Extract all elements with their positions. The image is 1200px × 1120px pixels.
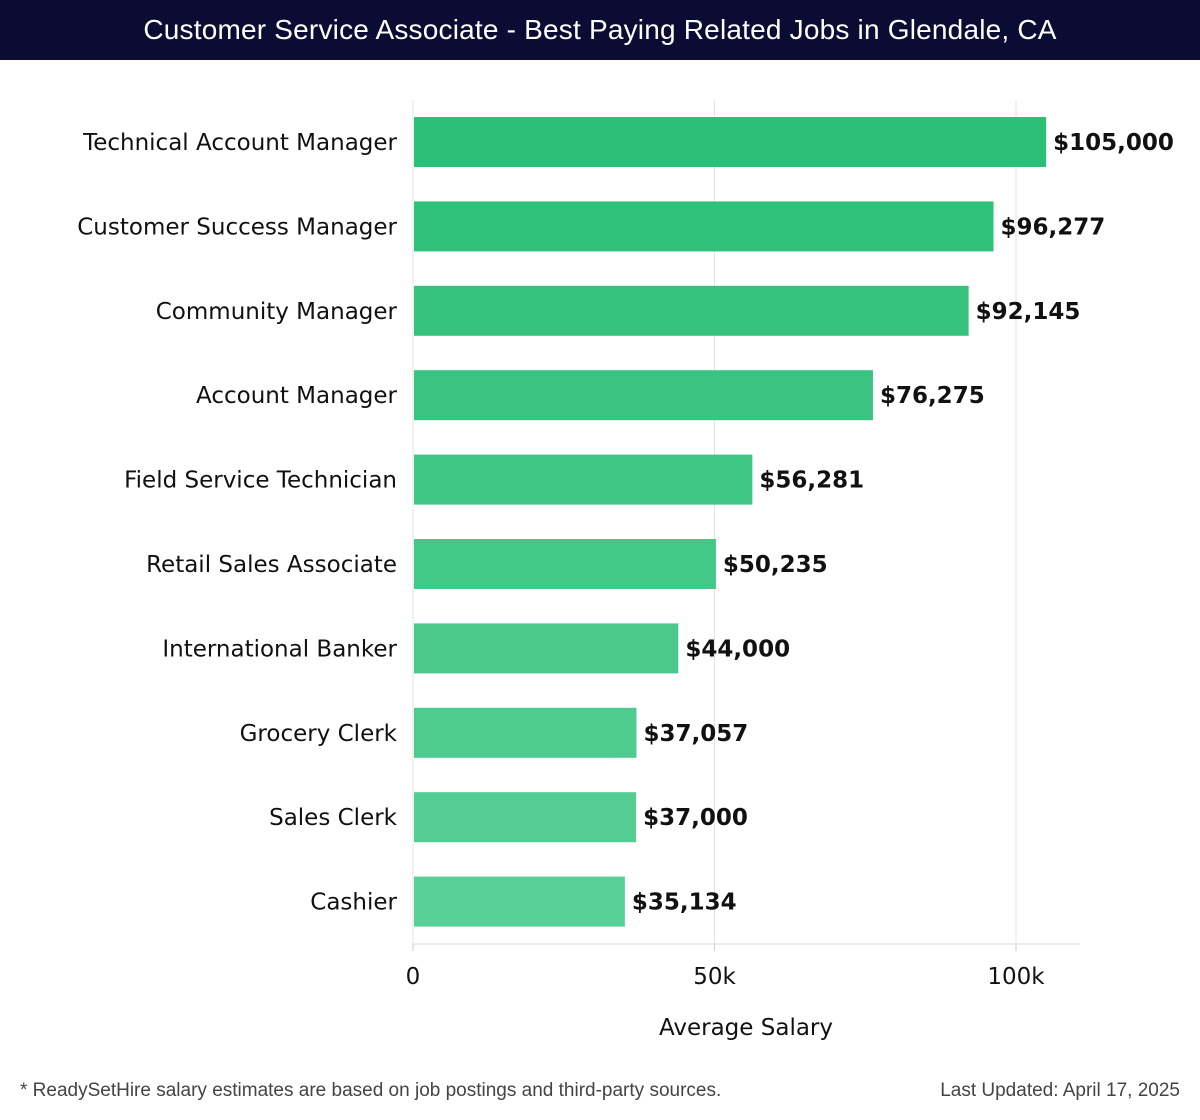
last-updated: Last Updated: April 17, 2025 bbox=[940, 1080, 1180, 1101]
category-label: Retail Sales Associate bbox=[146, 552, 397, 578]
bar bbox=[414, 623, 679, 674]
title-bar: Customer Service Associate - Best Paying… bbox=[0, 0, 1200, 60]
category-label: Technical Account Manager bbox=[82, 130, 397, 156]
value-label: $105,000 bbox=[1053, 130, 1174, 156]
category-label: Account Manager bbox=[196, 383, 398, 409]
x-tick-label: 0 bbox=[406, 964, 421, 990]
value-label: $96,277 bbox=[1001, 214, 1106, 240]
x-tick-label: 50k bbox=[693, 964, 736, 990]
x-tick-label: 100k bbox=[987, 964, 1045, 990]
value-label: $37,057 bbox=[643, 721, 748, 747]
value-label: $76,275 bbox=[880, 383, 985, 409]
value-label: $92,145 bbox=[976, 299, 1081, 325]
bar-layer bbox=[414, 117, 1047, 927]
axis-layer: 0 50k 100k Average Salary bbox=[406, 943, 1080, 1041]
value-label: $37,000 bbox=[643, 805, 748, 831]
bar bbox=[414, 117, 1047, 167]
category-label: Customer Success Manager bbox=[77, 214, 397, 240]
salary-bar-chart: Technical Account Manager $105,000 Custome… bbox=[77, 100, 1174, 1041]
label-layer: Technical Account Manager $105,000 Custome… bbox=[77, 130, 1174, 916]
bar bbox=[414, 876, 625, 927]
category-label: Field Service Technician bbox=[124, 468, 397, 494]
bar bbox=[414, 285, 969, 336]
bar bbox=[414, 454, 753, 505]
category-label: Sales Clerk bbox=[269, 805, 398, 831]
value-label: $44,000 bbox=[685, 636, 790, 662]
value-label: $35,134 bbox=[632, 890, 737, 916]
bar bbox=[414, 201, 994, 252]
chart-title: Customer Service Associate - Best Paying… bbox=[143, 14, 1057, 45]
bar bbox=[414, 707, 637, 758]
bar bbox=[414, 370, 873, 421]
bar bbox=[414, 539, 716, 589]
category-label: Grocery Clerk bbox=[240, 721, 398, 747]
footnote: * ReadySetHire salary estimates are base… bbox=[20, 1080, 722, 1101]
category-label: International Banker bbox=[162, 636, 397, 662]
bar bbox=[414, 792, 637, 843]
category-label: Community Manager bbox=[156, 299, 398, 325]
value-label: $50,235 bbox=[723, 552, 828, 578]
value-label: $56,281 bbox=[759, 468, 864, 494]
category-label: Cashier bbox=[310, 890, 397, 916]
x-axis-title: Average Salary bbox=[659, 1015, 833, 1041]
